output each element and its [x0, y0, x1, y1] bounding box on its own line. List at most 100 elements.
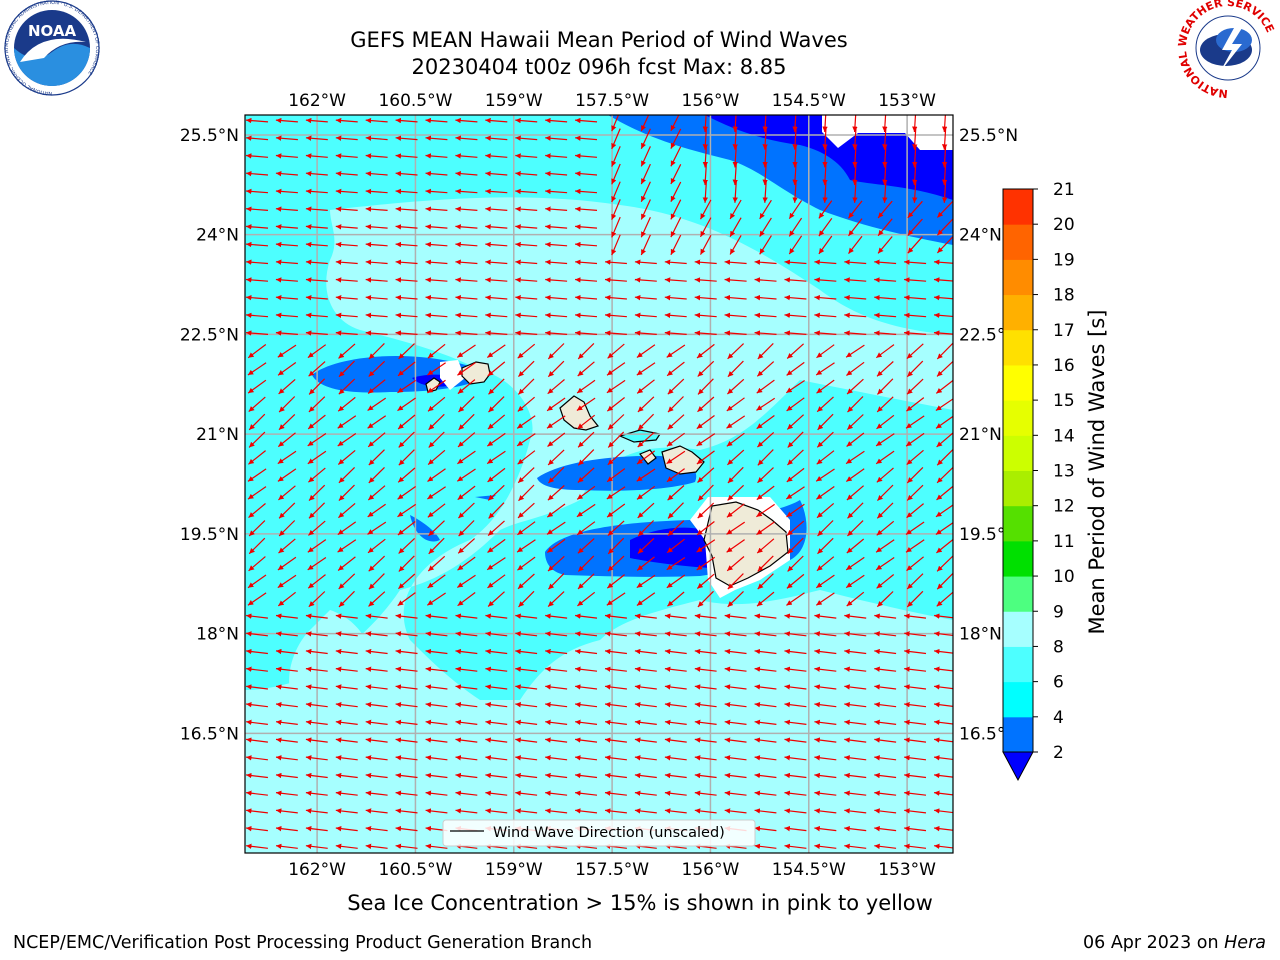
wave-direction-arrow — [546, 521, 566, 535]
wave-direction-arrow — [575, 330, 598, 336]
wave-direction-arrow — [517, 378, 535, 395]
wave-direction-arrow — [814, 684, 837, 690]
wave-direction-arrow — [815, 592, 835, 606]
wave-direction-arrow — [485, 666, 508, 672]
colorbar-tick-label: 8 — [1053, 637, 1064, 657]
wave-direction-arrow — [335, 294, 358, 301]
lon-tick-label-top: 154.5°W — [772, 91, 846, 111]
wave-direction-arrow — [816, 431, 834, 448]
wave-direction-arrow — [368, 466, 385, 484]
wave-direction-arrow — [814, 825, 837, 832]
wave-direction-arrow — [634, 312, 657, 319]
wave-direction-arrow — [786, 467, 805, 483]
wave-direction-arrow — [822, 163, 828, 186]
colorbar-tick-label: 14 — [1053, 426, 1075, 446]
lon-tick-label-top: 160.5°W — [378, 91, 452, 111]
wave-direction-arrow — [604, 666, 627, 672]
wave-direction-arrow — [307, 414, 326, 430]
wave-direction-arrow — [816, 502, 835, 519]
wave-direction-arrow — [485, 701, 508, 708]
wave-direction-arrow — [305, 613, 328, 619]
wave-direction-arrow — [425, 117, 448, 124]
wave-direction-arrow — [702, 163, 709, 186]
wave-direction-arrow — [634, 790, 657, 796]
wave-direction-arrow — [367, 521, 387, 535]
wave-direction-arrow — [397, 592, 416, 607]
wave-direction-arrow — [425, 666, 448, 672]
wave-direction-arrow — [335, 701, 358, 708]
wave-direction-arrow — [305, 135, 328, 141]
wave-direction-arrow — [425, 153, 448, 159]
colorbar-segment — [1003, 294, 1033, 331]
wave-direction-arrow — [784, 312, 807, 319]
wave-direction-arrow — [816, 486, 835, 500]
wave-direction-arrow — [487, 520, 505, 537]
lon-tick-label-bottom: 159°W — [485, 860, 543, 880]
wave-direction-arrow — [545, 312, 568, 319]
wave-direction-arrow — [874, 312, 897, 319]
wave-direction-arrow — [455, 631, 478, 637]
wave-direction-arrow — [694, 790, 717, 796]
wave-direction-arrow — [577, 342, 595, 360]
wave-direction-arrow — [729, 199, 742, 220]
wave-direction-arrow — [575, 719, 598, 726]
wave-direction-arrow — [934, 772, 953, 779]
wave-direction-arrow — [425, 648, 448, 655]
wave-direction-arrow — [844, 772, 867, 779]
wave-direction-arrow — [335, 330, 358, 336]
mask-kauai — [440, 360, 465, 390]
wave-direction-arrow — [428, 413, 445, 431]
wave-direction-arrow — [757, 573, 774, 590]
wave-direction-arrow — [876, 361, 894, 377]
wave-direction-arrow — [488, 396, 505, 413]
wave-direction-arrow — [694, 312, 717, 319]
wave-direction-arrow — [732, 180, 738, 203]
wave-direction-arrow — [335, 631, 358, 637]
wave-direction-arrow — [425, 206, 448, 212]
wave-direction-arrow — [787, 537, 804, 555]
wave-direction-arrow — [640, 163, 651, 185]
wave-direction-arrow — [636, 450, 656, 465]
wave-direction-arrow — [667, 520, 685, 537]
wave-direction-arrow — [815, 362, 835, 376]
wave-direction-arrow — [697, 378, 714, 395]
wave-direction-arrow — [305, 117, 328, 124]
colorbar-tick-label: 10 — [1053, 567, 1075, 587]
wave-direction-arrow — [788, 235, 803, 255]
colorbar-segment — [1003, 224, 1033, 260]
wave-direction-arrow — [277, 556, 297, 571]
wave-direction-arrow — [876, 520, 895, 536]
wave-direction-arrow — [338, 466, 356, 484]
wave-direction-arrow — [792, 127, 798, 150]
wave-direction-arrow — [305, 188, 328, 195]
wave-direction-arrow — [936, 342, 953, 360]
wave-direction-arrow — [575, 737, 598, 743]
map-frame — [244, 114, 954, 854]
wave-direction-arrow — [367, 379, 386, 394]
wave-direction-arrow — [604, 684, 627, 690]
wave-direction-arrow — [606, 397, 625, 412]
wave-direction-arrow — [575, 117, 598, 124]
wave-direction-arrow — [814, 277, 837, 283]
wave-direction-arrow — [664, 701, 687, 708]
wave-direction-arrow — [425, 737, 448, 743]
wave-direction-arrow — [456, 574, 476, 588]
wave-direction-arrow — [907, 236, 923, 254]
wave-direction-arrow — [941, 180, 948, 203]
wave-direction-arrow — [667, 414, 685, 430]
wave-direction-arrow — [485, 808, 508, 814]
wave-direction-arrow — [666, 557, 686, 571]
wave-direction-arrow — [604, 312, 627, 319]
wave-direction-arrow — [246, 719, 268, 726]
wave-direction-arrow — [515, 648, 538, 655]
wave-direction-arrow — [904, 294, 927, 301]
wave-direction-arrow — [844, 330, 867, 336]
wave-direction-arrow — [546, 538, 566, 553]
wave-direction-arrow — [277, 468, 297, 482]
colorbar-tick-label: 13 — [1053, 462, 1075, 482]
wave-direction-arrow — [575, 206, 598, 212]
wave-direction-arrow — [486, 432, 506, 447]
wave-direction-arrow — [754, 843, 777, 850]
wave-direction-arrow — [666, 450, 686, 465]
wave-direction-arrow — [759, 199, 772, 220]
